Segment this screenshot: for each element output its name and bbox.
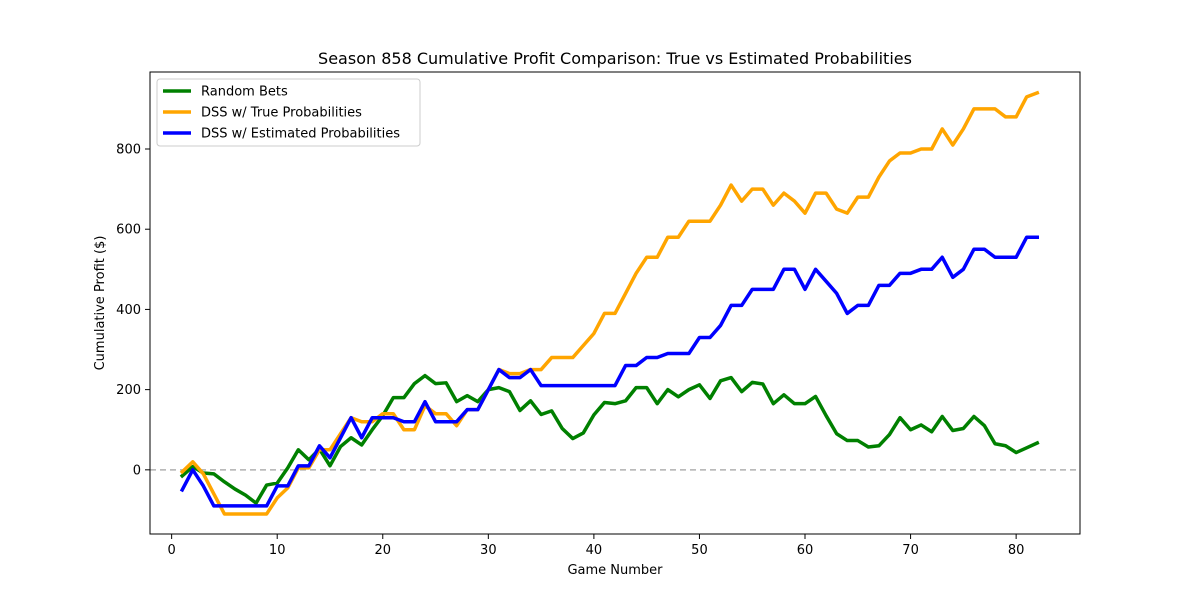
x-tick-label: 30 [480, 543, 497, 558]
series-line-0 [179, 373, 1040, 505]
legend-label-1: DSS w/ True Probabilities [201, 106, 362, 121]
legend-label-2: DSS w/ Estimated Probabilities [201, 127, 400, 142]
legend: Random Bets DSS w/ True Probabilities DSS … [156, 78, 421, 147]
x-axis: 0 10 20 30 40 50 60 70 80 [167, 534, 1024, 558]
x-tick-label: 60 [797, 543, 814, 558]
plot-area [150, 90, 1080, 516]
x-tick-label: 40 [586, 543, 603, 558]
y-tick-label: 0 [133, 463, 141, 478]
x-tick-label: 0 [167, 543, 175, 558]
x-tick-label: 70 [902, 543, 919, 558]
x-tick-label: 10 [269, 543, 286, 558]
y-tick-label: 400 [116, 303, 141, 318]
y-axis: 0 200 400 600 800 [116, 143, 150, 478]
y-axis-label: Cumulative Profit ($) [93, 236, 108, 371]
legend-label-0: Random Bets [201, 85, 288, 100]
series-line-2 [179, 235, 1039, 508]
y-tick-label: 200 [116, 383, 141, 398]
y-tick-label: 600 [116, 223, 141, 238]
y-tick-label: 800 [116, 143, 141, 158]
x-tick-label: 20 [374, 543, 391, 558]
plot-frame [149, 71, 1081, 535]
x-tick-label: 80 [1008, 543, 1025, 558]
x-axis-label: Game Number [567, 563, 663, 578]
x-tick-label: 50 [691, 543, 708, 558]
chart-title: Season 858 Cumulative Profit Comparison:… [318, 49, 912, 68]
legend-box [156, 78, 421, 147]
